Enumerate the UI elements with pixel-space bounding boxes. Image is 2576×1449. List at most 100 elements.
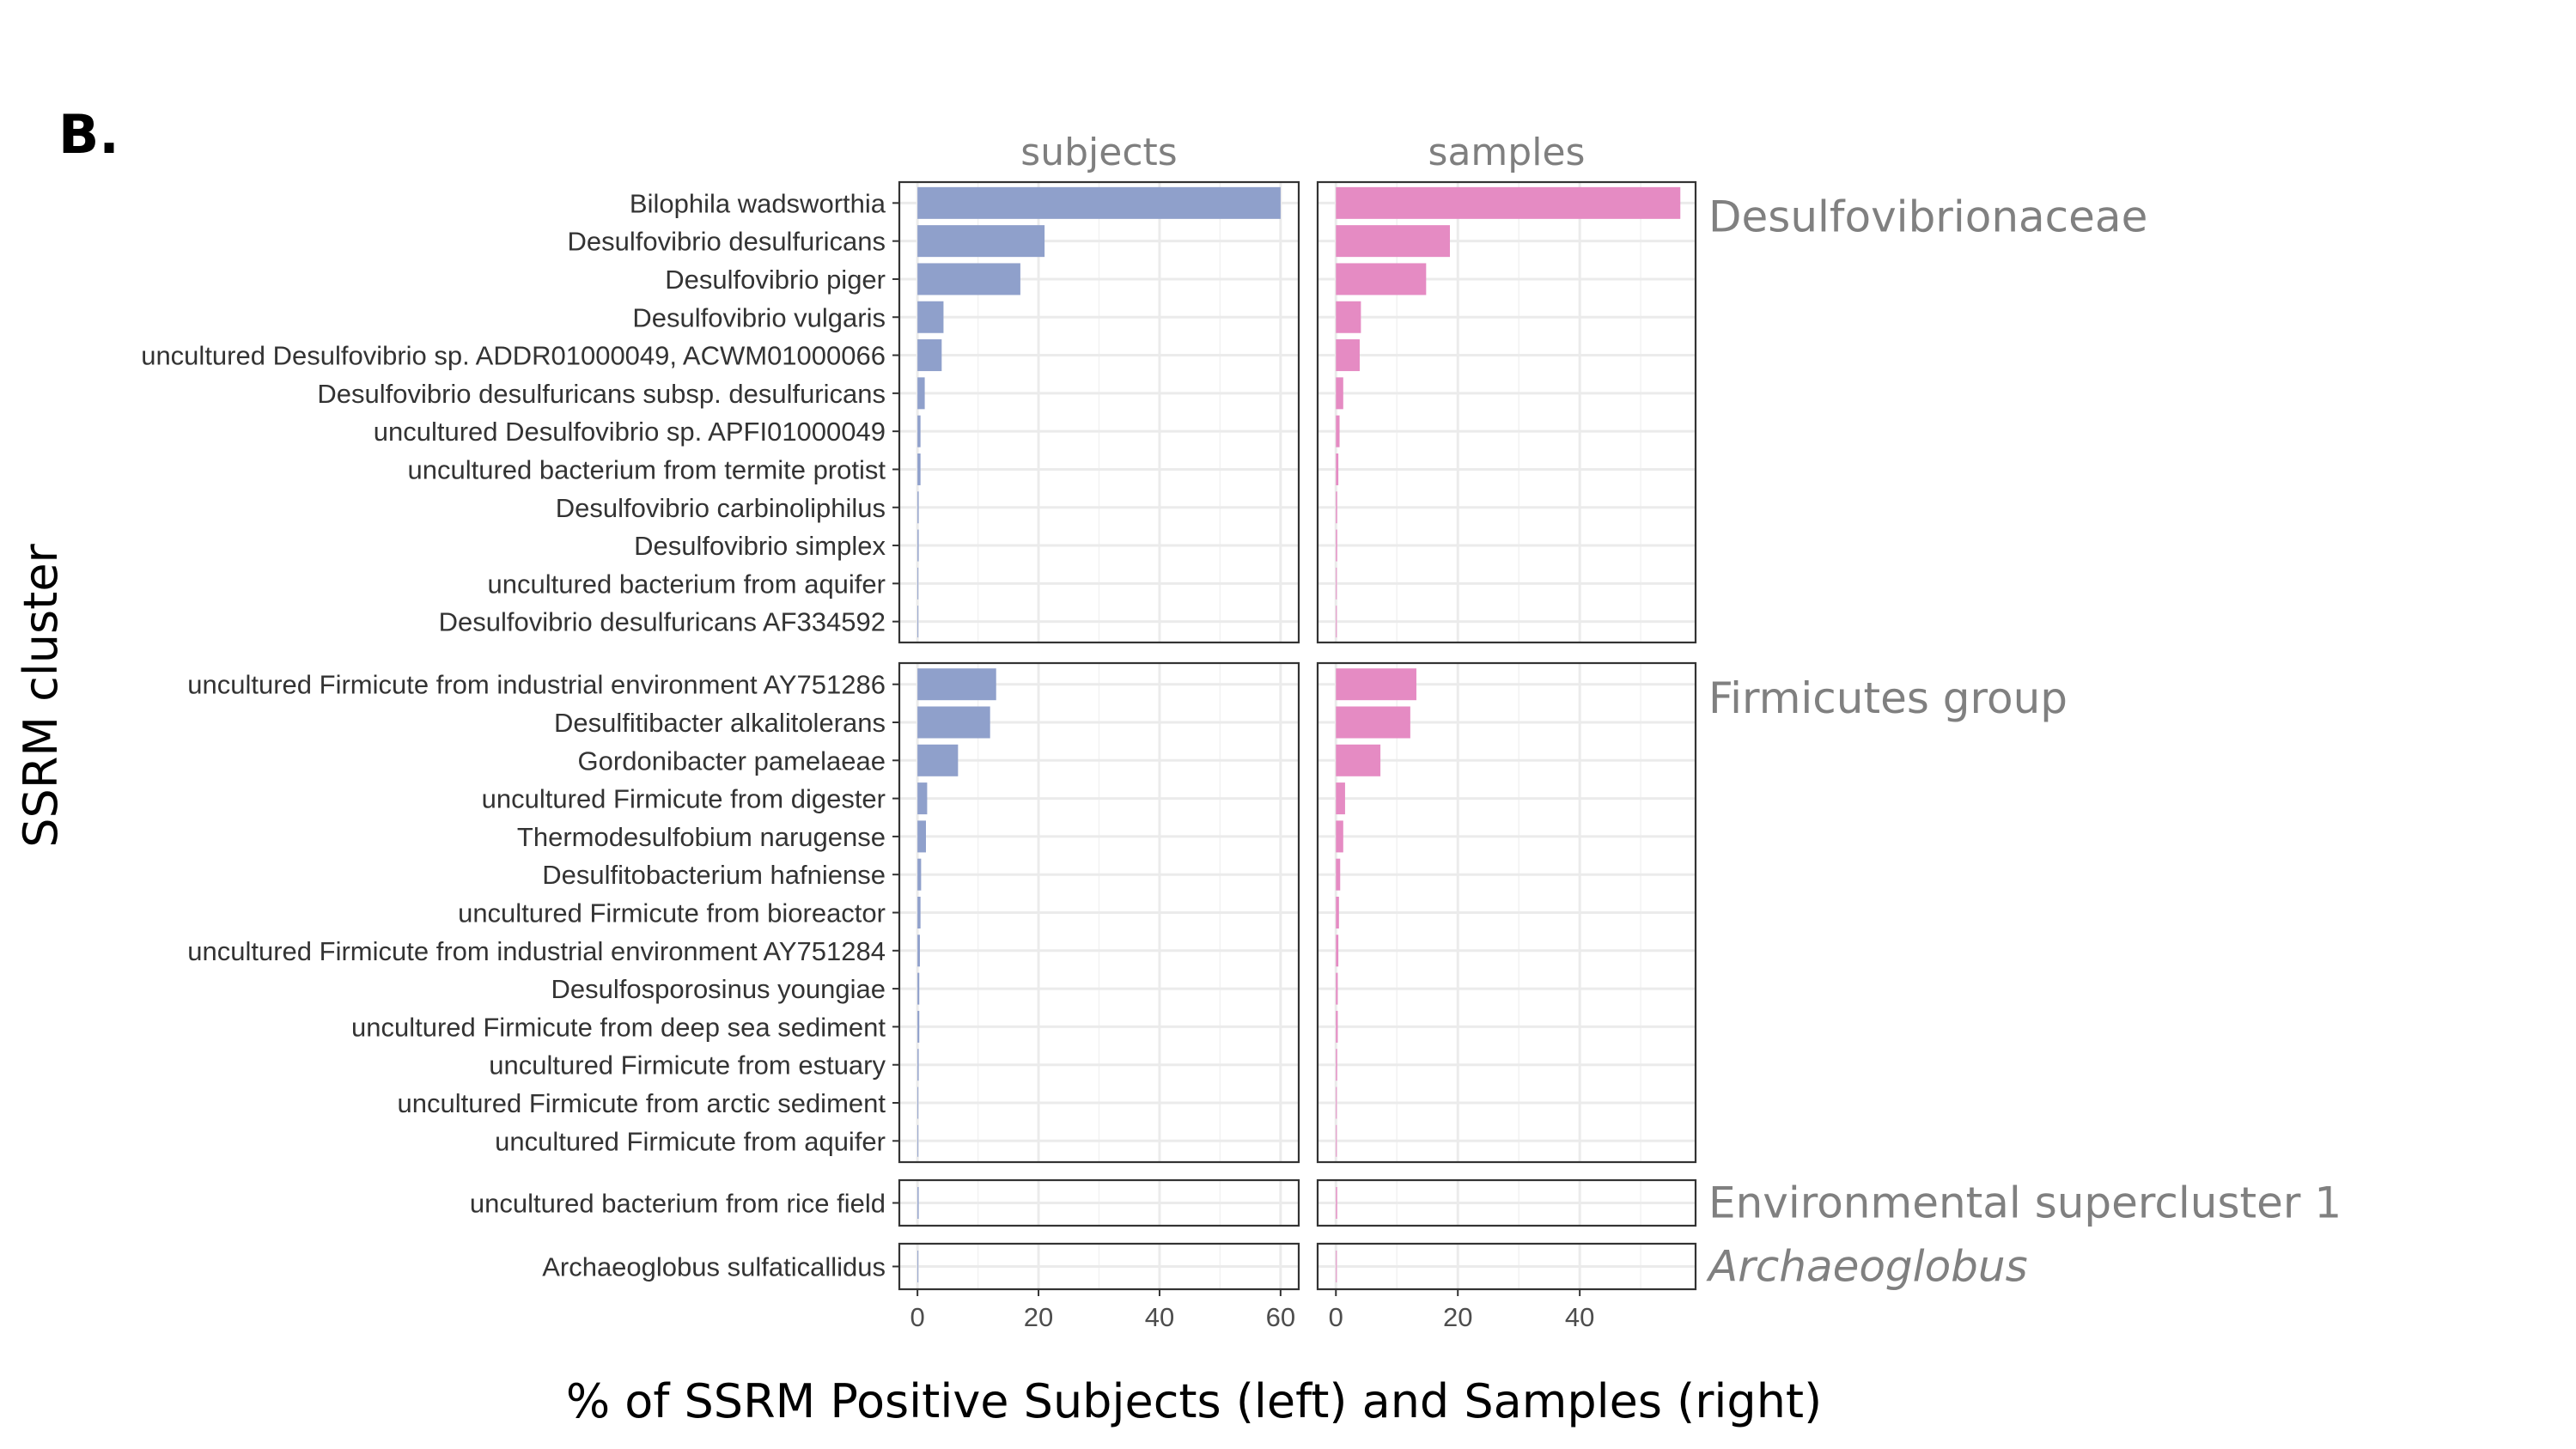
- bar-subjects: [917, 339, 942, 372]
- y-tick-label: Desulfovibrio desulfuricans: [568, 227, 886, 257]
- strip-label-samples: samples: [1428, 131, 1586, 174]
- y-tick-label: Desulfovibrio carbinoliphilus: [556, 493, 886, 523]
- bar-samples: [1336, 820, 1343, 853]
- bar-subjects: [917, 1251, 919, 1282]
- facet-subjects-1: [898, 661, 1300, 1164]
- y-tick-label: uncultured Firmicute from estuary: [489, 1050, 886, 1081]
- y-tick-label: uncultured Firmicute from industrial env…: [187, 670, 886, 700]
- bar-samples: [1336, 567, 1337, 600]
- y-tick-label: Desulfovibrio desulfuricans subsp. desul…: [317, 379, 886, 409]
- facet-subjects-0: [898, 180, 1300, 644]
- bar-subjects: [917, 935, 920, 967]
- y-tick-label: Thermodesulfobium narugense: [517, 822, 886, 852]
- bar-samples: [1336, 744, 1381, 776]
- bar-subjects: [917, 263, 1020, 295]
- y-tick-label: Desulfitobacterium hafniense: [542, 860, 886, 890]
- y-tick-label: uncultured bacterium from aquifer: [487, 569, 886, 599]
- y-tick-label: uncultured Firmicute from industrial env…: [187, 936, 886, 966]
- bar-subjects: [917, 1124, 919, 1157]
- panel-tag: B.: [58, 103, 119, 166]
- bar-samples: [1336, 897, 1339, 928]
- bar-subjects: [917, 1187, 919, 1219]
- facet-label: Environmental supercluster 1: [1708, 1178, 2342, 1228]
- bar-samples: [1336, 377, 1343, 410]
- y-tick-label: uncultured Desulfovibrio sp. ADDR0100004…: [141, 341, 886, 371]
- bar-samples: [1336, 339, 1360, 372]
- x-tick-label: 0: [1329, 1302, 1343, 1332]
- panel-border: [898, 180, 1300, 644]
- y-tick-label: Desulfovibrio desulfuricans AF334592: [439, 607, 886, 637]
- bar-subjects: [917, 897, 921, 928]
- bar-subjects: [917, 377, 925, 410]
- bar-subjects: [917, 529, 919, 562]
- y-tick-label: Desulfovibrio piger: [665, 265, 886, 295]
- panel-border: [1316, 1242, 1697, 1291]
- bar-samples: [1336, 606, 1337, 638]
- x-tick-label: 20: [1443, 1302, 1472, 1332]
- plot-area: subjects samples Bilophila wadsworthia Desu…: [141, 131, 2342, 1332]
- panel-border: [1316, 1178, 1697, 1227]
- bar-subjects: [917, 606, 919, 638]
- bar-samples: [1336, 491, 1337, 524]
- y-tick-label: Desulfitibacter alkalitolerans: [554, 708, 886, 738]
- y-axis-title: SSRM cluster: [14, 543, 68, 847]
- bar-subjects: [917, 858, 922, 891]
- facet-label: Archaeoglobus: [1706, 1242, 2028, 1292]
- y-tick-label: Desulfovibrio simplex: [634, 531, 886, 561]
- y-tick-label: Gordonibacter pamelaeae: [578, 746, 886, 776]
- y-tick-label: uncultured bacterium from rice field: [470, 1189, 886, 1219]
- panel-border: [1316, 180, 1697, 644]
- y-tick-label: uncultured Firmicute from deep sea sedim…: [351, 1012, 886, 1042]
- panel-border: [1316, 661, 1697, 1164]
- bar-samples: [1336, 415, 1340, 447]
- bar-subjects: [917, 301, 944, 333]
- facet-samples-3: [1316, 1242, 1697, 1291]
- y-tick-label: uncultured Firmicute from arctic sedimen…: [397, 1088, 886, 1118]
- bar-samples: [1336, 1187, 1337, 1219]
- bar-samples: [1336, 972, 1338, 1005]
- bar-subjects: [917, 668, 996, 701]
- bar-subjects: [917, 186, 1281, 219]
- facet-samples-0: [1316, 180, 1697, 644]
- bar-subjects: [917, 706, 990, 739]
- facet-samples-2: [1316, 1178, 1697, 1227]
- bar-samples: [1336, 263, 1427, 295]
- bar-samples: [1336, 1010, 1338, 1043]
- bar-samples: [1336, 301, 1361, 333]
- bar-samples: [1336, 1251, 1337, 1282]
- bar-samples: [1336, 706, 1410, 739]
- y-tick-label: uncultured bacterium from termite protis…: [408, 454, 886, 484]
- bar-samples: [1336, 1049, 1337, 1081]
- y-tick-label: Archaeoglobus sulfaticallidus: [542, 1252, 886, 1282]
- bar-samples: [1336, 453, 1339, 485]
- bar-subjects: [917, 1010, 920, 1043]
- bar-samples: [1336, 1087, 1337, 1119]
- y-tick-label: uncultured Firmicute from digester: [482, 784, 886, 814]
- y-tick-label: Bilophila wadsworthia: [630, 188, 886, 218]
- bar-subjects: [917, 1049, 919, 1081]
- x-axis-title: % of SSRM Positive Subjects (left) and S…: [566, 1374, 1822, 1428]
- y-tick-label: Desulfovibrio vulgaris: [632, 302, 886, 332]
- bar-subjects: [917, 820, 926, 853]
- x-tick-label: 20: [1024, 1302, 1053, 1332]
- bar-subjects: [917, 782, 928, 815]
- x-tick-label: 0: [910, 1302, 925, 1332]
- bar-subjects: [917, 491, 919, 524]
- bar-subjects: [917, 1087, 919, 1119]
- bar-samples: [1336, 225, 1450, 258]
- bar-samples: [1336, 935, 1339, 967]
- y-tick-label: uncultured Desulfovibrio sp. APFI0100004…: [374, 417, 886, 447]
- bar-subjects: [917, 567, 919, 600]
- bar-subjects: [917, 744, 959, 776]
- x-tick-label: 40: [1145, 1302, 1174, 1332]
- x-tick-label: 60: [1266, 1302, 1295, 1332]
- bar-samples: [1336, 858, 1341, 891]
- y-tick-label: uncultured Firmicute from aquifer: [495, 1126, 886, 1156]
- bar-samples: [1336, 186, 1681, 219]
- bar-subjects: [917, 453, 921, 485]
- bar-samples: [1336, 668, 1416, 701]
- y-tick-label: uncultured Firmicute from bioreactor: [458, 898, 886, 928]
- facet-label: Firmicutes group: [1708, 673, 2067, 723]
- bar-samples: [1336, 529, 1337, 562]
